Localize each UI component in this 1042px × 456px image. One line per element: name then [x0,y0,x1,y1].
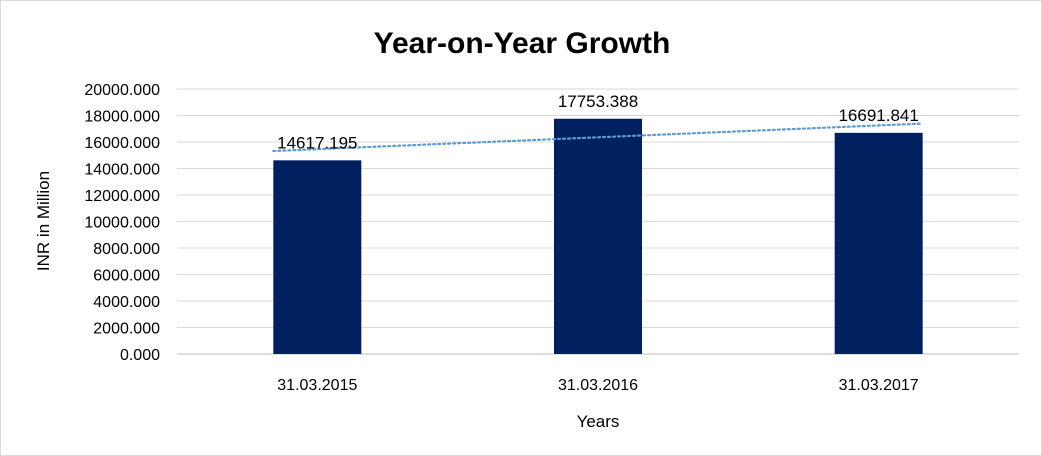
x-tick-label: 31.03.2016 [558,377,638,394]
data-label: 14617.195 [277,133,357,152]
trendline-path [272,122,924,153]
x-tick-label: 31.03.2017 [839,377,919,394]
y-tick-label: 6000.000 [93,268,160,285]
bar [834,132,923,354]
y-tick-label: 4000.000 [93,294,160,311]
x-tick-label: 31.03.2015 [277,377,357,394]
x-axis-label: Years [577,412,620,431]
data-labels: 14617.195 17753.388 16691.841 [277,92,919,153]
trendline [272,122,924,153]
y-tick-label: 12000.000 [84,188,160,205]
bars [273,118,923,354]
y-tick-label: 16000.000 [84,135,160,152]
chart-title: Year-on-Year Growth [374,27,671,60]
data-label: 16691.841 [838,106,918,125]
y-tick-label: 14000.000 [84,162,160,179]
y-axis-ticks: 0.000 2000.000 4000.000 6000.000 8000.000 100… [84,82,160,364]
bar [273,160,362,354]
bar [554,118,642,354]
y-tick-label: 20000.000 [84,82,160,99]
data-label: 17753.388 [558,92,638,111]
y-tick-label: 0.000 [120,347,160,364]
y-axis-label: INR in Million [34,171,53,271]
y-tick-label: 8000.000 [93,241,160,258]
y-tick-label: 18000.000 [84,109,160,126]
y-tick-label: 2000.000 [93,321,160,338]
x-axis-ticks: 31.03.2015 31.03.2016 31.03.2017 [277,377,919,394]
y-tick-label: 10000.000 [84,215,160,232]
